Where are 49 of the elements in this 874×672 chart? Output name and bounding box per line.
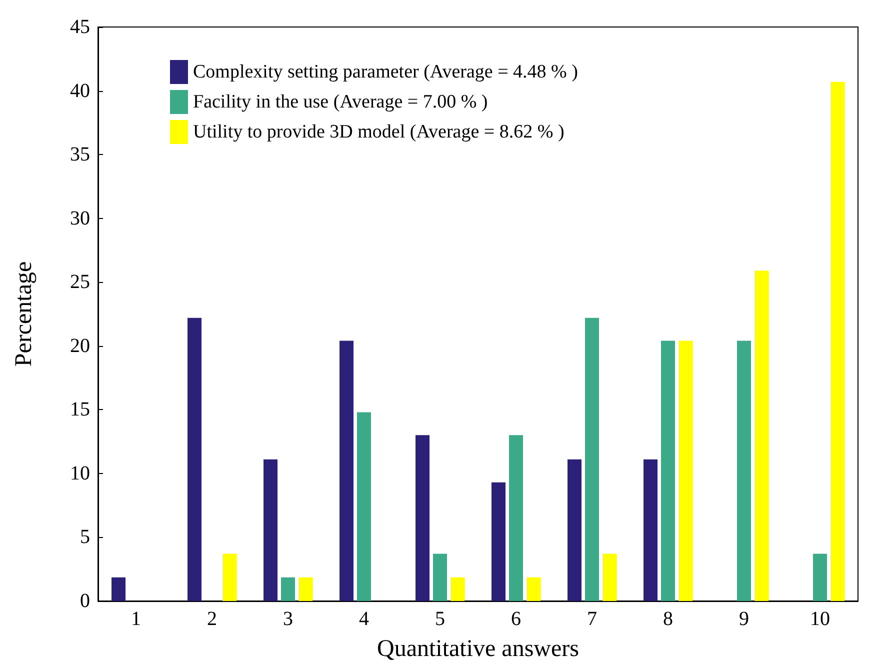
x-tick-label: 6	[511, 608, 521, 630]
bar	[340, 340, 354, 601]
bar	[585, 318, 599, 601]
y-tick-label: 15	[70, 398, 90, 421]
bar	[416, 435, 430, 601]
bar	[661, 340, 675, 601]
x-axis-title: Quantitative answers	[377, 636, 579, 662]
bar	[298, 577, 312, 601]
bar	[754, 270, 768, 601]
x-tick-label: 10	[810, 608, 830, 630]
bar	[188, 318, 202, 601]
bar	[526, 577, 540, 601]
y-axis-title: Percentage	[11, 261, 37, 367]
bar	[568, 459, 582, 601]
bar	[813, 554, 827, 601]
bar	[737, 340, 751, 601]
y-tick-label: 30	[70, 207, 90, 230]
bar	[222, 554, 236, 601]
bar	[602, 554, 616, 601]
x-tick-label: 9	[739, 608, 749, 630]
x-tick-label: 1	[131, 608, 141, 630]
bar	[450, 577, 464, 601]
bar	[644, 459, 658, 601]
bar	[492, 482, 506, 601]
y-tick-label: 25	[70, 271, 90, 294]
x-tick-label: 7	[587, 608, 597, 630]
bar	[281, 577, 295, 601]
y-tick-label: 45	[70, 16, 90, 38]
bar	[830, 82, 844, 601]
bar	[357, 412, 371, 601]
x-tick-label: 2	[207, 608, 217, 630]
bar	[678, 340, 692, 601]
y-tick-label: 5	[80, 526, 90, 548]
bar	[112, 577, 126, 601]
y-tick-label: 10	[70, 462, 90, 484]
y-tick-label: 35	[70, 144, 90, 166]
bar	[509, 435, 523, 601]
x-tick-label: 4	[359, 608, 369, 630]
x-tick-label: 8	[663, 608, 673, 630]
y-tick-label: 0	[80, 590, 90, 612]
x-tick-label: 3	[283, 608, 293, 630]
legend-label: Facility in the use (Average = 7.00 % )	[193, 92, 488, 112]
y-tick-label: 40	[70, 80, 90, 102]
legend-label: Complexity setting parameter (Average = 4.48 % )	[193, 62, 578, 82]
bar	[433, 554, 447, 601]
legend-label: Utility to provide 3D model (Average = 8.62 % )	[193, 122, 564, 142]
bar	[264, 459, 278, 601]
x-tick-label: 5	[435, 608, 445, 630]
y-tick-label: 20	[70, 334, 90, 357]
